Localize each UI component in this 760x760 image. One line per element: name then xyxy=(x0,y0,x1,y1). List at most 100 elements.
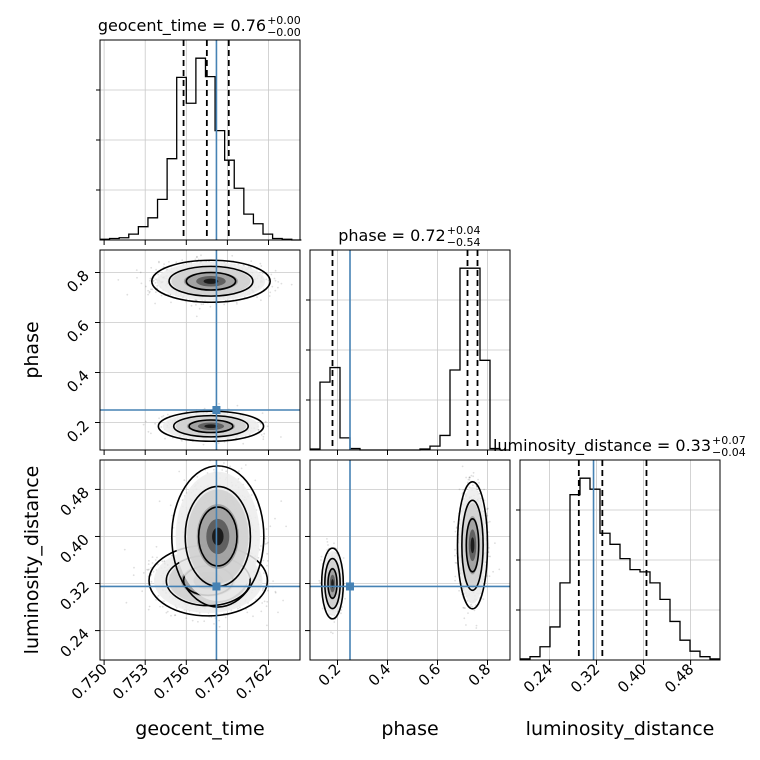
scatter-point xyxy=(260,434,263,436)
scatter-point xyxy=(158,261,160,264)
scatter-point xyxy=(169,504,172,507)
scatter-point xyxy=(170,614,172,617)
scatter-point xyxy=(146,568,149,571)
scatter-point xyxy=(242,442,245,445)
scatter-point xyxy=(267,279,270,282)
panel-frame xyxy=(99,39,301,241)
scatter-point xyxy=(333,621,336,623)
scatter-point xyxy=(200,254,202,257)
scatter-point xyxy=(161,560,164,563)
scatter-point xyxy=(267,589,269,592)
scatter-point xyxy=(164,437,166,440)
scatter-point xyxy=(209,305,212,308)
scatter-point xyxy=(260,299,262,302)
scatter-point xyxy=(213,623,215,625)
scatter-point xyxy=(150,432,152,435)
scatter-point xyxy=(243,296,246,298)
scatter-point xyxy=(158,500,161,503)
scatter-point xyxy=(139,271,142,274)
scatter-point xyxy=(277,281,280,283)
scatter-point xyxy=(321,607,324,610)
scatter-point xyxy=(142,423,145,426)
scatter-point xyxy=(155,268,158,271)
panel-frame xyxy=(519,459,721,661)
scatter-point xyxy=(264,537,267,540)
scatter-point xyxy=(141,590,144,593)
scatter-point xyxy=(150,288,152,291)
scatter-point xyxy=(244,464,247,466)
scatter-point xyxy=(262,587,264,590)
scatter-point xyxy=(259,422,262,425)
scatter-point xyxy=(200,303,203,306)
scatter-point xyxy=(261,412,264,414)
scatter-point xyxy=(195,315,198,318)
scatter-point xyxy=(142,572,145,574)
scatter-point xyxy=(259,262,262,265)
scatter-point xyxy=(148,559,150,562)
scatter-point xyxy=(156,285,159,287)
scatter-point xyxy=(330,631,332,634)
scatter-point xyxy=(266,542,268,545)
scatter-point xyxy=(166,610,169,613)
scatter-point xyxy=(256,296,258,299)
scatter-point xyxy=(155,291,157,294)
scatter-point xyxy=(125,601,128,604)
scatter-point xyxy=(274,279,277,282)
scatter-point xyxy=(270,273,273,276)
scatter-point xyxy=(154,302,157,305)
scatter-point xyxy=(232,298,235,301)
scatter-point xyxy=(152,280,155,283)
scatter-point xyxy=(195,304,197,306)
scatter-point xyxy=(197,620,199,623)
scatter-point xyxy=(264,420,267,423)
scatter-point xyxy=(148,291,151,294)
scatter-point xyxy=(149,279,151,282)
scatter-point xyxy=(198,307,201,310)
scatter-point xyxy=(331,632,334,635)
scatter-point xyxy=(320,559,322,561)
histogram-geocent_time xyxy=(100,57,302,241)
scatter-point xyxy=(148,290,151,293)
scatter-point xyxy=(266,560,269,562)
scatter-point xyxy=(250,260,253,263)
scatter-point xyxy=(260,265,263,267)
scatter-point xyxy=(150,266,153,269)
truth-marker xyxy=(212,582,221,591)
scatter-point xyxy=(154,559,157,561)
scatter-point xyxy=(262,435,265,438)
scatter-point xyxy=(285,525,287,528)
scatter-point xyxy=(155,545,158,548)
scatter-point xyxy=(154,282,157,284)
scatter-point xyxy=(148,568,150,571)
scatter-point xyxy=(262,272,264,275)
scatter-point xyxy=(147,563,150,565)
scatter-point xyxy=(269,525,272,528)
scatter-point xyxy=(274,591,277,594)
scatter-point xyxy=(218,619,221,622)
scatter-point xyxy=(266,425,269,428)
scatter-point xyxy=(218,403,220,405)
scatter-point xyxy=(181,440,183,442)
scatter-point xyxy=(280,500,283,502)
scatter-point xyxy=(231,254,234,257)
scatter-point xyxy=(237,478,240,480)
scatter-point xyxy=(237,470,240,473)
scatter-point xyxy=(257,428,260,431)
scatter-point xyxy=(236,404,239,407)
scatter-point xyxy=(158,260,160,263)
scatter-point xyxy=(159,605,162,608)
scatter-point xyxy=(237,607,239,610)
scatter-point xyxy=(326,541,329,543)
scatter-point xyxy=(157,563,159,566)
scatter-point xyxy=(140,282,143,285)
scatter-point xyxy=(147,608,150,611)
scatter-point xyxy=(145,285,147,288)
scatter-point xyxy=(183,479,186,482)
scatter-point xyxy=(213,468,215,471)
scatter-point xyxy=(202,303,205,306)
scatter-point xyxy=(168,261,170,263)
scatter-point xyxy=(157,273,160,276)
scatter-point xyxy=(133,566,135,569)
scatter-point xyxy=(174,614,176,617)
scatter-point xyxy=(318,579,321,582)
